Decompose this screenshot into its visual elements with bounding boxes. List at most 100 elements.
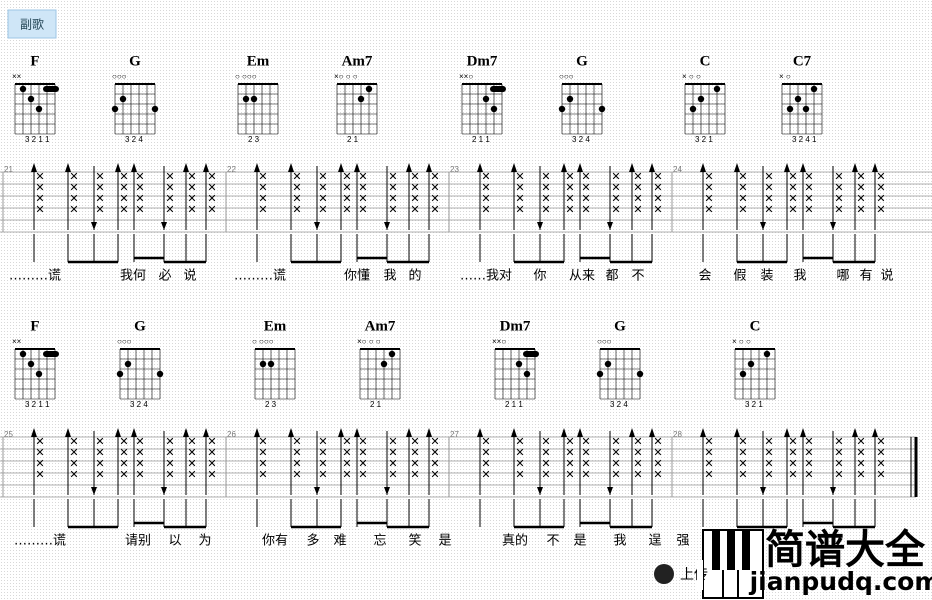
x-mark: ✕: [318, 192, 327, 205]
x-mark: ✕: [69, 468, 78, 481]
open-mute-marks: ××: [12, 337, 22, 346]
arrow: [426, 428, 432, 437]
finger-numbers: 3 2 4: [572, 135, 590, 144]
measure-number: 25: [4, 430, 13, 439]
x-mark: ✕: [565, 457, 574, 470]
finger-dot: [365, 85, 373, 93]
lyric: 难: [333, 534, 346, 549]
arrow: [800, 163, 806, 172]
x-mark: ✕: [834, 468, 843, 481]
x-mark: ✕: [611, 446, 620, 459]
x-mark: ✕: [764, 457, 773, 470]
section-label: 副歌: [20, 17, 44, 32]
lyric: 从来: [569, 269, 595, 284]
finger-dot: [747, 360, 755, 368]
x-mark: ✕: [788, 446, 797, 459]
barre: [43, 351, 59, 357]
x-mark: ✕: [187, 192, 196, 205]
finger-dot: [250, 95, 258, 103]
finger-dot: [490, 105, 498, 113]
x-mark: ✕: [481, 170, 490, 183]
x-mark: ✕: [856, 170, 865, 183]
finger-numbers: 2 1 1: [472, 135, 490, 144]
logo: [654, 529, 764, 599]
arrow: [577, 163, 583, 172]
x-mark: ✕: [788, 170, 797, 183]
x-mark: ✕: [388, 203, 397, 216]
x-mark: ✕: [358, 192, 367, 205]
finger-dot: [482, 95, 490, 103]
x-mark: ✕: [119, 203, 128, 216]
x-mark: ✕: [187, 457, 196, 470]
lyric: 以: [168, 534, 181, 549]
x-mark: ✕: [653, 203, 662, 216]
measure-number: 24: [673, 165, 682, 174]
x-mark: ✕: [358, 435, 367, 448]
x-mark: ✕: [541, 435, 550, 448]
x-mark: ✕: [581, 181, 590, 194]
arrow: [760, 487, 766, 495]
measure-number: 27: [450, 430, 459, 439]
x-mark: ✕: [69, 203, 78, 216]
x-mark: ✕: [633, 468, 642, 481]
x-mark: ✕: [788, 192, 797, 205]
arrow: [477, 163, 483, 172]
x-mark: ✕: [388, 435, 397, 448]
x-mark: ✕: [388, 468, 397, 481]
x-mark: ✕: [187, 203, 196, 216]
x-mark: ✕: [804, 457, 813, 470]
lyric: 我: [793, 269, 806, 284]
x-mark: ✕: [804, 170, 813, 183]
arrow: [426, 163, 432, 172]
lyric: 笑: [408, 533, 421, 549]
x-mark: ✕: [653, 192, 662, 205]
chord-name: G: [576, 53, 588, 69]
x-mark: ✕: [165, 468, 174, 481]
finger-dot: [156, 370, 164, 378]
chord-name: Em: [264, 318, 287, 334]
x-mark: ✕: [856, 446, 865, 459]
x-mark: ✕: [804, 435, 813, 448]
x-mark: ✕: [187, 468, 196, 481]
x-mark: ✕: [565, 170, 574, 183]
x-mark: ✕: [856, 457, 865, 470]
arrow: [872, 163, 878, 172]
x-mark: ✕: [481, 181, 490, 194]
x-mark: ✕: [358, 181, 367, 194]
x-mark: ✕: [187, 170, 196, 183]
x-mark: ✕: [165, 203, 174, 216]
arrow: [784, 428, 790, 437]
open-mute-marks: × ○: [779, 72, 791, 81]
open-mute-marks: ○ ○○○: [235, 72, 257, 81]
x-mark: ✕: [738, 435, 747, 448]
finger-dot: [124, 360, 132, 368]
arrow: [607, 487, 613, 495]
x-mark: ✕: [764, 170, 773, 183]
x-mark: ✕: [292, 435, 301, 448]
x-mark: ✕: [95, 170, 104, 183]
x-mark: ✕: [856, 181, 865, 194]
x-mark: ✕: [95, 468, 104, 481]
x-mark: ✕: [388, 170, 397, 183]
x-mark: ✕: [611, 192, 620, 205]
x-mark: ✕: [633, 181, 642, 194]
x-mark: ✕: [410, 181, 419, 194]
open-mute-marks: ○ ○○○: [252, 337, 274, 346]
x-mark: ✕: [581, 435, 590, 448]
x-mark: ✕: [119, 435, 128, 448]
lyric: 装: [760, 269, 773, 284]
arrow: [577, 428, 583, 437]
finger-dot: [151, 105, 159, 113]
open-mute-marks: × ○ ○: [732, 337, 751, 346]
x-mark: ✕: [515, 181, 524, 194]
x-mark: ✕: [119, 457, 128, 470]
x-mark: ✕: [207, 192, 216, 205]
x-mark: ✕: [481, 468, 490, 481]
finger-dot: [388, 350, 396, 358]
finger-dot: [802, 105, 810, 113]
x-mark: ✕: [581, 170, 590, 183]
x-mark: ✕: [876, 435, 885, 448]
x-mark: ✕: [135, 181, 144, 194]
arrow: [629, 428, 635, 437]
